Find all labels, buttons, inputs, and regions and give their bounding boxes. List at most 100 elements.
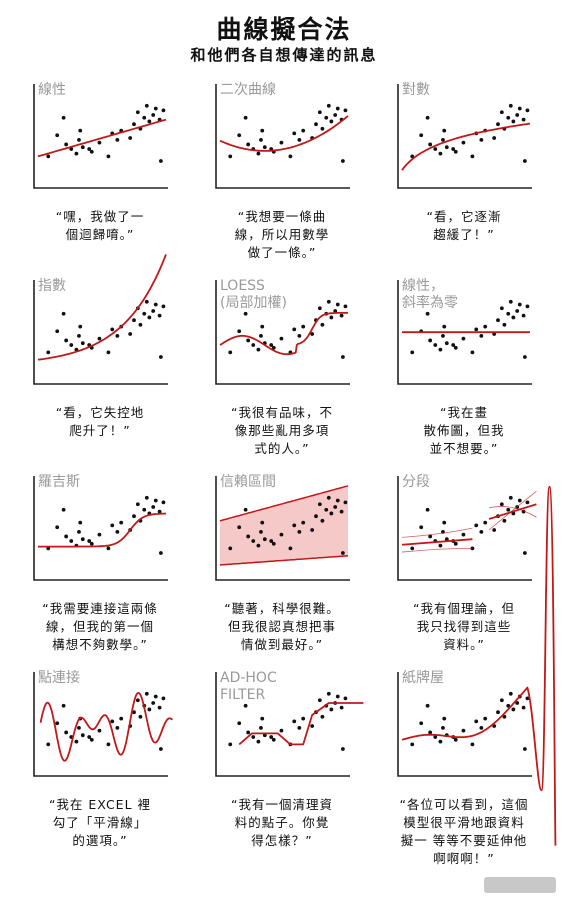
- data-point: [251, 735, 256, 739]
- chart-caption: “我很有品味，不 像那些亂用多項 式的人。”: [231, 405, 333, 456]
- data-point: [271, 345, 276, 350]
- chart-svg: [33, 672, 173, 777]
- data-point: [151, 309, 156, 313]
- data-point: [314, 514, 318, 519]
- data-point: [256, 347, 261, 352]
- chart-svg: [33, 84, 168, 189]
- data-point: [151, 701, 156, 705]
- data-point: [64, 338, 69, 343]
- data-point: [340, 159, 345, 163]
- data-point: [260, 128, 265, 133]
- chart-panel: LOESS (局部加權): [212, 276, 352, 388]
- data-point: [77, 725, 81, 730]
- piecewise-interval: [401, 548, 473, 553]
- data-point: [438, 347, 443, 352]
- data-point: [292, 131, 297, 136]
- data-point: [158, 747, 163, 751]
- data-point: [64, 534, 69, 539]
- data-point: [314, 122, 318, 127]
- axes: [215, 280, 350, 385]
- data-point: [260, 520, 265, 525]
- data-point: [521, 313, 526, 318]
- data-point: [46, 154, 51, 159]
- data-point: [428, 338, 433, 343]
- data-point: [474, 327, 479, 332]
- data-point: [55, 721, 60, 726]
- data-point: [343, 696, 348, 701]
- data-point: [333, 309, 338, 313]
- piecewise-interval: [488, 491, 537, 531]
- chart-caption: “看，它失控地 爬升了！”: [55, 405, 145, 438]
- fit-curve: [401, 485, 557, 846]
- data-point: [279, 336, 284, 341]
- data-point: [508, 299, 513, 304]
- data-point: [410, 350, 415, 355]
- data-point: [340, 551, 345, 555]
- data-point: [301, 716, 306, 721]
- chart-label: 線性: [38, 82, 66, 98]
- data-point: [256, 543, 261, 548]
- data-point: [292, 327, 297, 332]
- data-point: [106, 742, 111, 747]
- data-point: [135, 110, 140, 115]
- band-lower-line: [219, 555, 349, 566]
- data-point: [243, 507, 248, 512]
- data-point: [483, 716, 488, 721]
- axes: [33, 476, 168, 581]
- data-point: [329, 315, 334, 320]
- data-point: [78, 324, 83, 329]
- data-point: [243, 703, 248, 708]
- data-point: [237, 329, 242, 334]
- data-point: [151, 505, 156, 509]
- data-point: [461, 140, 466, 145]
- chart-caption: “我有一個清理資 料的點子。你覺 得怎樣？”: [231, 797, 333, 848]
- data-point: [339, 313, 344, 318]
- chart-caption: “我需要連接這兩條 線，但我的第一個 構想不夠數學。”: [42, 601, 158, 652]
- data-point: [470, 154, 475, 159]
- data-point: [115, 529, 120, 534]
- fit-curve: [38, 512, 166, 548]
- data-point: [483, 324, 488, 329]
- data-point: [340, 747, 345, 751]
- data-point: [438, 739, 443, 744]
- data-point: [525, 500, 530, 505]
- data-point: [135, 502, 140, 507]
- data-point: [433, 735, 438, 739]
- chart-label: 指數: [38, 278, 66, 294]
- data-point: [335, 694, 340, 699]
- data-point: [326, 495, 331, 500]
- data-point: [297, 137, 302, 142]
- data-point: [517, 302, 522, 307]
- data-point: [144, 103, 149, 108]
- data-point: [461, 532, 466, 537]
- data-point: [260, 716, 265, 721]
- chart-svg: [397, 476, 537, 581]
- chart-svg: [397, 84, 532, 189]
- data-point: [470, 742, 475, 747]
- data-point: [55, 329, 60, 334]
- data-point: [444, 341, 449, 346]
- data-point: [441, 725, 445, 730]
- data-point: [320, 714, 325, 719]
- data-point: [279, 532, 284, 537]
- data-point: [419, 525, 424, 530]
- chart-label: 對數: [402, 82, 430, 98]
- data-point: [161, 500, 166, 505]
- chart-svg: [33, 254, 168, 385]
- data-point: [237, 721, 242, 726]
- data-point: [69, 539, 74, 543]
- data-point: [410, 742, 415, 747]
- chart-svg: [215, 280, 350, 385]
- data-point: [119, 716, 124, 721]
- data-point: [425, 507, 430, 512]
- axes: [397, 476, 532, 581]
- data-point: [259, 725, 263, 730]
- data-point: [259, 333, 263, 338]
- data-point: [333, 505, 338, 509]
- data-point: [441, 137, 445, 142]
- chart-caption: “聽著，科學很難。 但我很認真想把事 情做到最好。”: [224, 601, 340, 652]
- data-point: [251, 539, 256, 543]
- data-point: [269, 735, 274, 739]
- fit-curve: [39, 692, 173, 762]
- data-point: [521, 117, 526, 122]
